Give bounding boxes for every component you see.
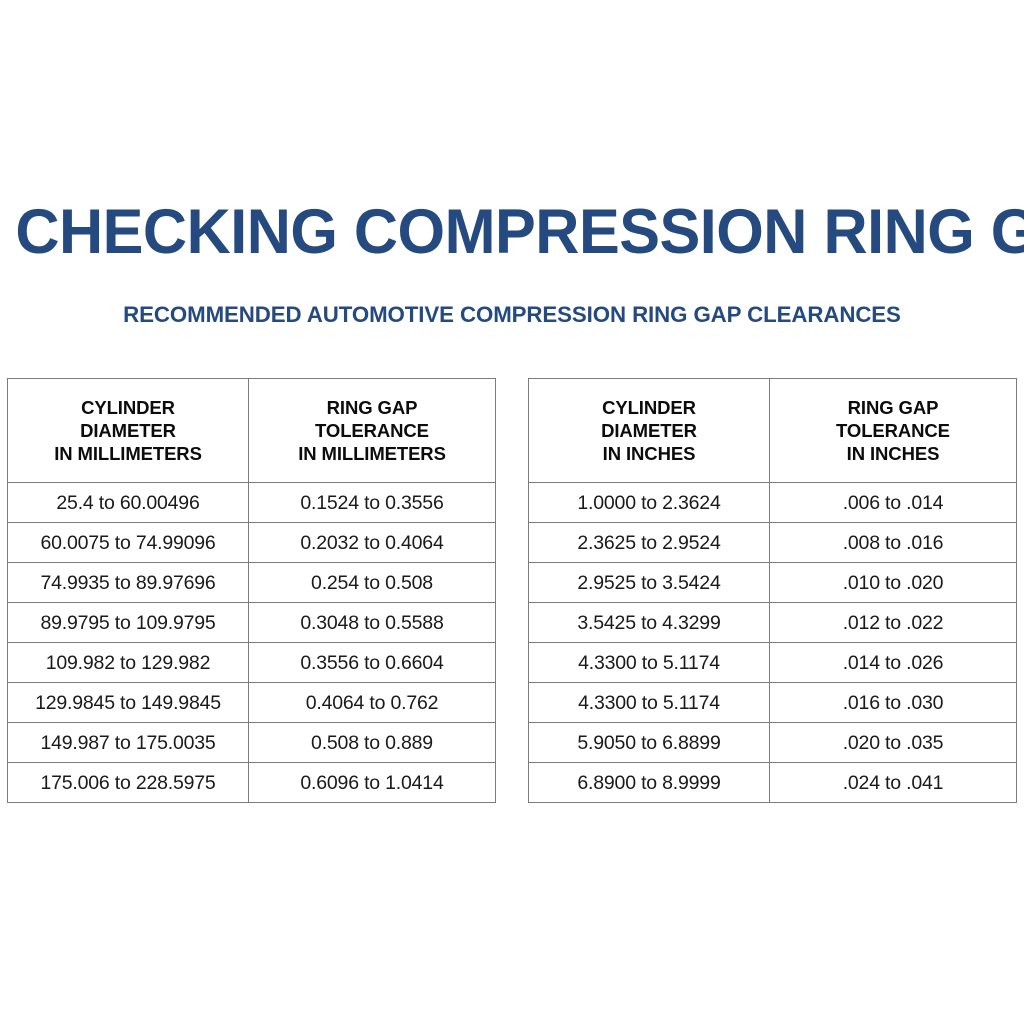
header-line-3: IN INCHES bbox=[602, 443, 696, 464]
cell-tolerance: 0.2032 to 0.4064 bbox=[248, 522, 496, 563]
imperial-ring-gap-table: CYLINDER DIAMETER IN INCHES RING GAP TOL… bbox=[528, 378, 1017, 803]
table-row: 1.0000 to 2.3624 .006 to .014 bbox=[528, 482, 1017, 523]
table-row: 175.006 to 228.5975 0.6096 to 1.0414 bbox=[7, 762, 496, 803]
cell-tolerance: 0.1524 to 0.3556 bbox=[248, 482, 496, 523]
table-row: 4.3300 to 5.1174 .014 to .026 bbox=[528, 642, 1017, 683]
table-row: 6.8900 to 8.9999 .024 to .041 bbox=[528, 762, 1017, 803]
cell-tolerance: .008 to .016 bbox=[769, 522, 1017, 563]
column-header-ring-gap-tolerance-mm: RING GAP TOLERANCE IN MILLIMETERS bbox=[248, 378, 496, 483]
column-header-ring-gap-tolerance-in: RING GAP TOLERANCE IN INCHES bbox=[769, 378, 1017, 483]
cell-diameter: 1.0000 to 2.3624 bbox=[528, 482, 770, 523]
header-line-1: RING GAP bbox=[847, 397, 939, 418]
cell-diameter: 5.9050 to 6.8899 bbox=[528, 722, 770, 763]
cell-tolerance: .006 to .014 bbox=[769, 482, 1017, 523]
cell-diameter: 175.006 to 228.5975 bbox=[7, 762, 249, 803]
cell-diameter: 89.9795 to 109.9795 bbox=[7, 602, 249, 643]
cell-tolerance: .012 to .022 bbox=[769, 602, 1017, 643]
table-row: 2.3625 to 2.9524 .008 to .016 bbox=[528, 522, 1017, 563]
cell-diameter: 74.9935 to 89.97696 bbox=[7, 562, 249, 603]
cell-diameter: 6.8900 to 8.9999 bbox=[528, 762, 770, 803]
cell-tolerance: .010 to .020 bbox=[769, 562, 1017, 603]
cell-diameter: 4.3300 to 5.1174 bbox=[528, 682, 770, 723]
header-line-2: TOLERANCE bbox=[836, 420, 950, 441]
header-line-3: IN INCHES bbox=[846, 443, 940, 464]
table-row: 4.3300 to 5.1174 .016 to .030 bbox=[528, 682, 1017, 723]
cell-tolerance: 0.6096 to 1.0414 bbox=[248, 762, 496, 803]
cell-tolerance: .016 to .030 bbox=[769, 682, 1017, 723]
table-row: 5.9050 to 6.8899 .020 to .035 bbox=[528, 722, 1017, 763]
cell-diameter: 2.9525 to 3.5424 bbox=[528, 562, 770, 603]
cell-tolerance: 0.3048 to 0.5588 bbox=[248, 602, 496, 643]
table-row: 3.5425 to 4.3299 .012 to .022 bbox=[528, 602, 1017, 643]
cell-diameter: 25.4 to 60.00496 bbox=[7, 482, 249, 523]
table-row: 129.9845 to 149.9845 0.4064 to 0.762 bbox=[7, 682, 496, 723]
header-line-3: IN MILLIMETERS bbox=[298, 443, 446, 464]
column-header-cylinder-diameter-mm: CYLINDER DIAMETER IN MILLIMETERS bbox=[7, 378, 249, 483]
cell-diameter: 149.987 to 175.0035 bbox=[7, 722, 249, 763]
cell-tolerance: 0.4064 to 0.762 bbox=[248, 682, 496, 723]
cell-tolerance: .024 to .041 bbox=[769, 762, 1017, 803]
cell-tolerance: 0.3556 to 0.6604 bbox=[248, 642, 496, 683]
cell-diameter: 3.5425 to 4.3299 bbox=[528, 602, 770, 643]
cell-tolerance: 0.254 to 0.508 bbox=[248, 562, 496, 603]
header-line-2: DIAMETER bbox=[80, 420, 176, 441]
page-subtitle: RECOMMENDED AUTOMOTIVE COMPRESSION RING … bbox=[123, 302, 901, 327]
header-line-1: RING GAP bbox=[326, 397, 418, 418]
table-row: 109.982 to 129.982 0.3556 to 0.6604 bbox=[7, 642, 496, 683]
table-header-row: CYLINDER DIAMETER IN MILLIMETERS RING GA… bbox=[7, 378, 496, 483]
cell-diameter: 109.982 to 129.982 bbox=[7, 642, 249, 683]
table-header-row: CYLINDER DIAMETER IN INCHES RING GAP TOL… bbox=[528, 378, 1017, 483]
table-row: 149.987 to 175.0035 0.508 to 0.889 bbox=[7, 722, 496, 763]
cell-diameter: 4.3300 to 5.1174 bbox=[528, 642, 770, 683]
column-header-cylinder-diameter-in: CYLINDER DIAMETER IN INCHES bbox=[528, 378, 770, 483]
header-line-1: CYLINDER bbox=[81, 397, 175, 418]
cell-diameter: 2.3625 to 2.9524 bbox=[528, 522, 770, 563]
cell-tolerance: .014 to .026 bbox=[769, 642, 1017, 683]
table-row: 2.9525 to 3.5424 .010 to .020 bbox=[528, 562, 1017, 603]
table-row: 60.0075 to 74.99096 0.2032 to 0.4064 bbox=[7, 522, 496, 563]
cell-diameter: 129.9845 to 149.9845 bbox=[7, 682, 249, 723]
cell-diameter: 60.0075 to 74.99096 bbox=[7, 522, 249, 563]
cell-tolerance: .020 to .035 bbox=[769, 722, 1017, 763]
table-row: 25.4 to 60.00496 0.1524 to 0.3556 bbox=[7, 482, 496, 523]
metric-ring-gap-table: CYLINDER DIAMETER IN MILLIMETERS RING GA… bbox=[7, 378, 496, 803]
table-row: 89.9795 to 109.9795 0.3048 to 0.5588 bbox=[7, 602, 496, 643]
header-line-2: TOLERANCE bbox=[315, 420, 429, 441]
cell-tolerance: 0.508 to 0.889 bbox=[248, 722, 496, 763]
header-line-3: IN MILLIMETERS bbox=[54, 443, 202, 464]
page-title: CHECKING COMPRESSION RING GAPS bbox=[15, 197, 1024, 267]
header-line-2: DIAMETER bbox=[601, 420, 697, 441]
table-row: 74.9935 to 89.97696 0.254 to 0.508 bbox=[7, 562, 496, 603]
header-line-1: CYLINDER bbox=[602, 397, 696, 418]
